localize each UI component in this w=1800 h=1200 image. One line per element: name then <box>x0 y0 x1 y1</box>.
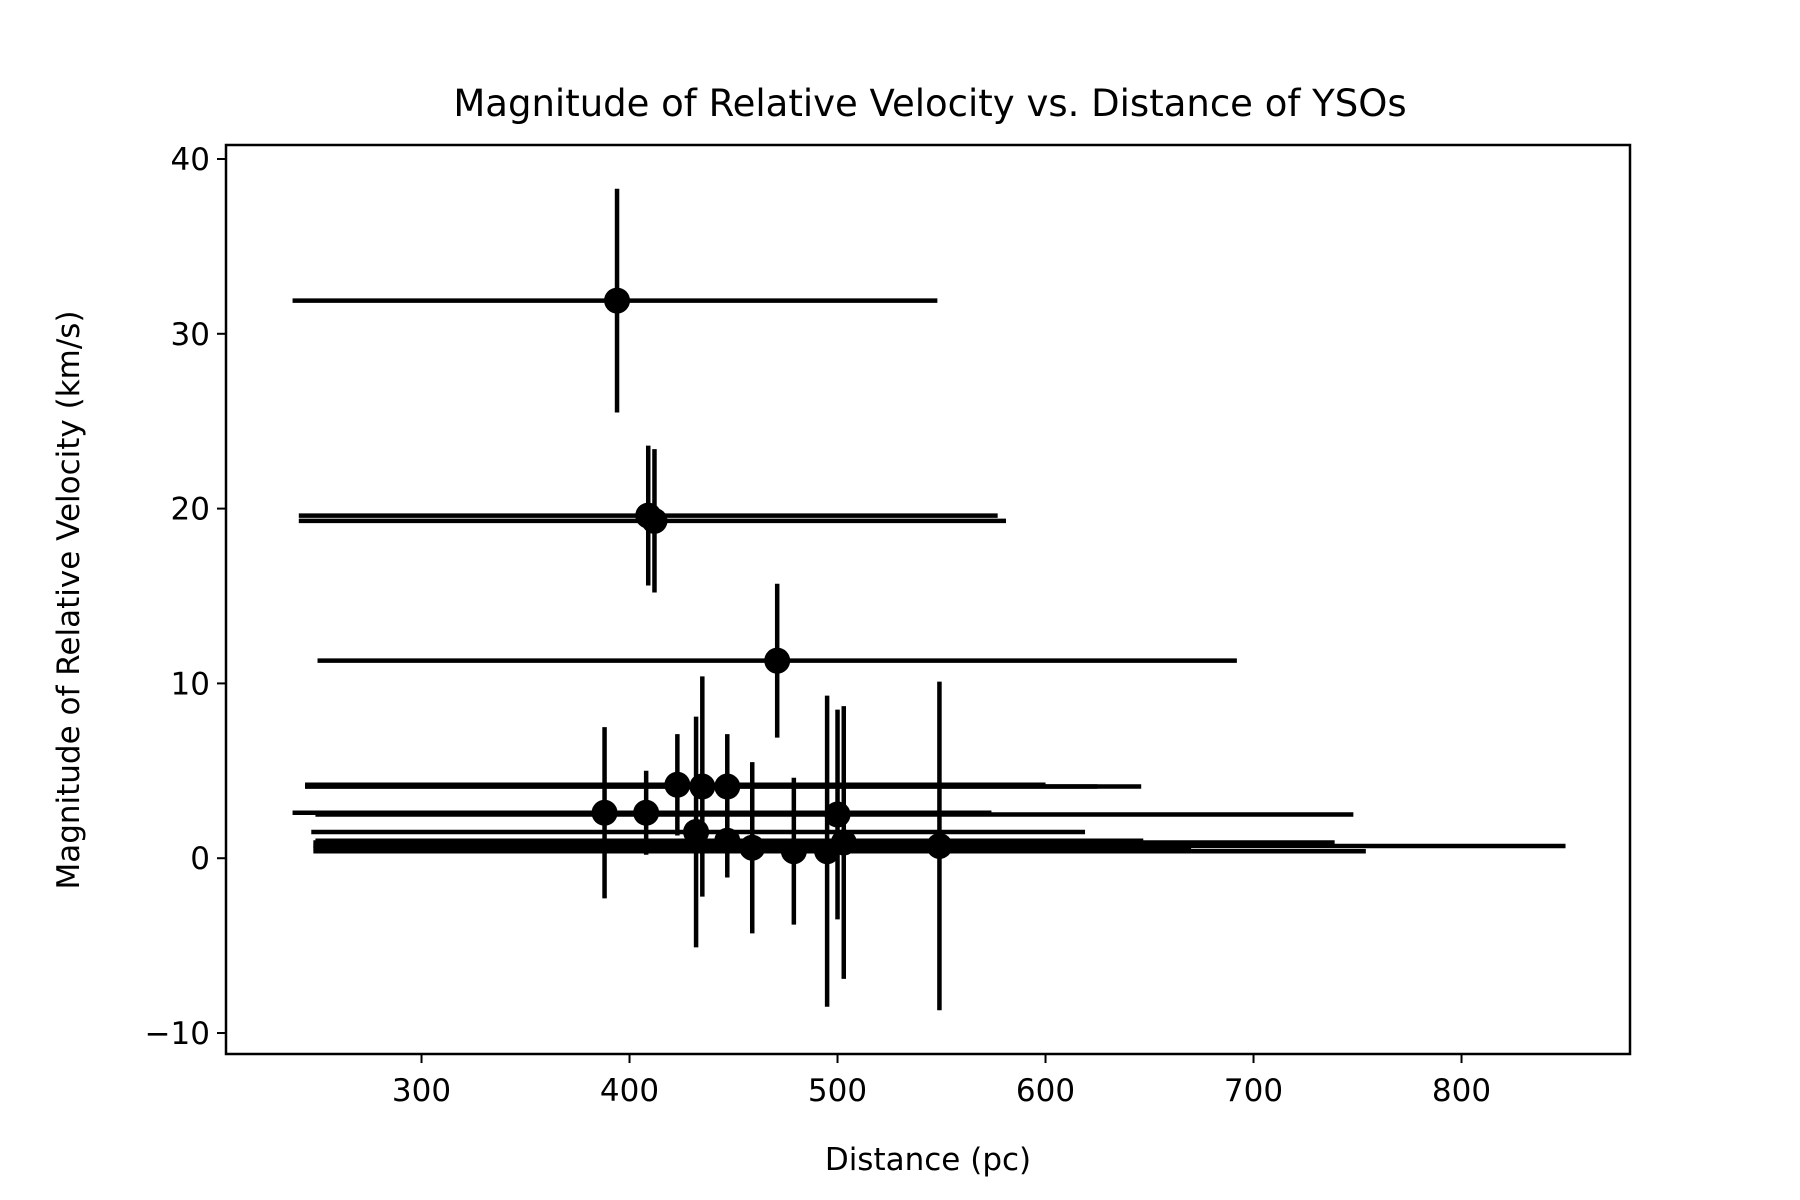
plot-frame <box>224 143 1632 1056</box>
x-tick-label: 800 <box>1432 1073 1491 1109</box>
y-tick-label: 40 <box>171 142 210 178</box>
data-marks <box>292 188 1566 1011</box>
data-point <box>604 287 631 314</box>
y-tick-label: 0 <box>190 841 210 877</box>
x-tick-label: 400 <box>600 1073 659 1109</box>
data-point <box>926 832 953 859</box>
y-tick-label: 20 <box>171 492 210 528</box>
data-point <box>641 507 668 534</box>
x-tick-label: 300 <box>392 1073 451 1109</box>
x-axis-label: Distance (pc) <box>825 1142 1031 1178</box>
x-tick-label: 500 <box>808 1073 867 1109</box>
x-tick-label: 700 <box>1224 1073 1283 1109</box>
y-tick-label: −10 <box>145 1016 210 1052</box>
data-point <box>714 773 741 800</box>
y-tick-label: 30 <box>171 317 210 353</box>
axis-ticks: 300 400 500 600 700 800 −10 0 10 20 30 40 <box>145 142 1492 1109</box>
chart-title: Magnitude of Relative Velocity vs. Dista… <box>453 82 1406 125</box>
x-tick-label: 600 <box>1016 1073 1075 1109</box>
y-tick-label: 10 <box>171 666 210 702</box>
data-point <box>764 647 791 674</box>
data-point <box>830 829 857 856</box>
y-axis-label: Magnitude of Relative Velocity (km/s) <box>51 310 87 889</box>
